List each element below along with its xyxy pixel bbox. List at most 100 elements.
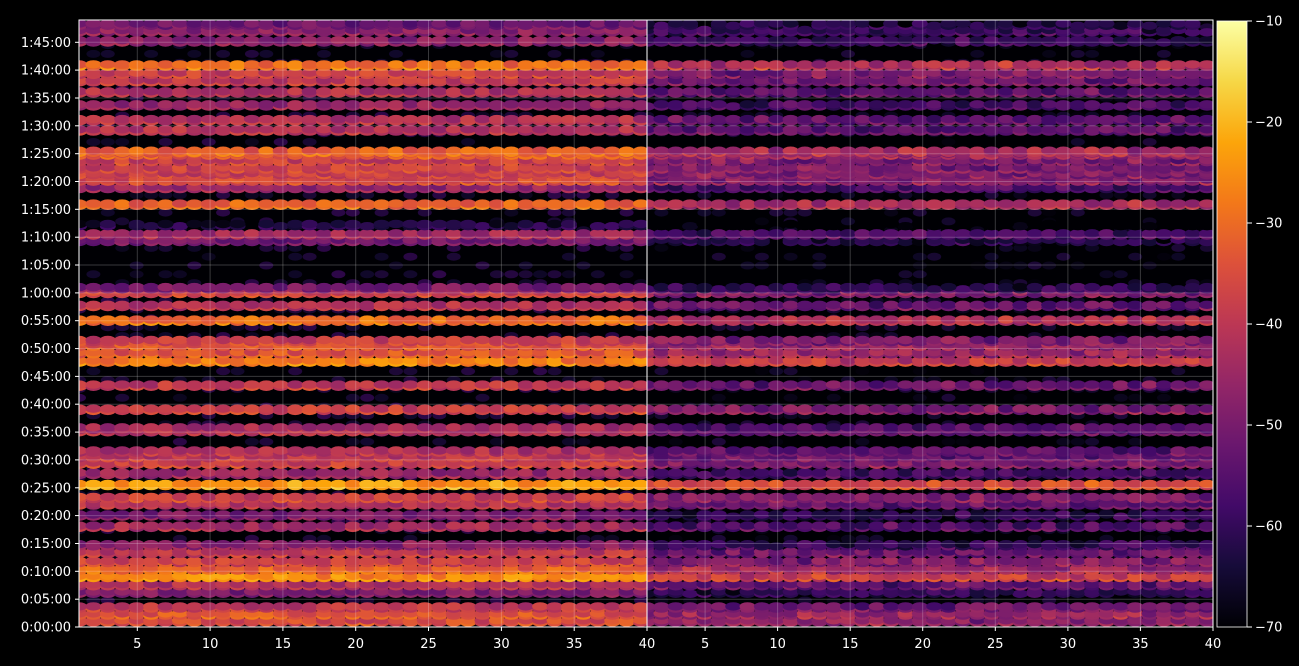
heatmap-cell [575, 356, 592, 365]
heatmap-cell [432, 437, 447, 446]
heatmap-cell [258, 219, 275, 229]
heatmap-cell [445, 579, 462, 589]
heatmap-cell [287, 300, 304, 309]
heatmap-cell [287, 602, 304, 611]
heatmap-cell [402, 20, 419, 28]
heatmap-cell [157, 315, 174, 324]
heatmap-cell [388, 36, 404, 45]
heatmap-cell [114, 300, 131, 309]
heatmap-cell [302, 252, 317, 261]
heatmap-cell [344, 315, 361, 324]
heatmap-cell [416, 199, 433, 208]
heatmap-cell [474, 199, 491, 208]
heatmap-cell [589, 315, 606, 324]
heatmap-cell [388, 229, 404, 238]
heatmap-cell [128, 114, 145, 124]
heatmap-cell [488, 579, 505, 589]
heatmap-cell [259, 243, 274, 252]
heatmap-cell [143, 356, 160, 365]
heatmap-cell [402, 479, 419, 489]
heatmap-cell [115, 217, 130, 226]
heatmap-cell [243, 100, 260, 109]
heatmap-cell [388, 87, 404, 96]
heatmap-cell [158, 138, 173, 146]
heatmap-cell [115, 138, 130, 146]
heatmap-cell [258, 423, 275, 432]
heatmap-cell [503, 404, 520, 413]
heatmap-cell [575, 446, 592, 455]
heatmap-cell [402, 282, 419, 292]
heatmap-cell [345, 437, 360, 446]
heatmap-cell [143, 114, 160, 124]
heatmap-cell [301, 602, 318, 611]
heatmap-cell [317, 49, 331, 58]
heatmap-cell [229, 404, 246, 413]
heatmap-cell [533, 367, 548, 376]
heatmap-cell [503, 114, 520, 124]
heatmap-cell [344, 114, 361, 124]
heatmap-cell [604, 100, 621, 109]
heatmap-cell [416, 556, 433, 566]
heatmap-cell [287, 20, 304, 28]
heatmap-cell [200, 100, 217, 109]
heatmap-cell [474, 510, 491, 519]
heatmap-cell [272, 356, 289, 365]
heatmap-cell [445, 219, 462, 229]
heatmap-cell [633, 404, 647, 413]
heatmap-cell [503, 20, 520, 28]
heatmap-cell [171, 404, 188, 413]
heatmap-cell [561, 252, 576, 261]
heatmap-cell [230, 367, 245, 376]
heatmap-cell [301, 404, 318, 413]
heatmap-cell [403, 367, 418, 376]
heatmap-cell [503, 356, 520, 365]
heatmap-cell [316, 36, 332, 45]
heatmap-cell [100, 49, 115, 58]
heatmap-cell [316, 87, 332, 96]
heatmap-cell [431, 87, 448, 96]
heatmap-cell [359, 125, 376, 134]
heatmap-cell [388, 492, 404, 502]
heatmap-cell [416, 36, 433, 45]
heatmap-cell [85, 36, 102, 45]
heatmap-cell [633, 468, 647, 477]
heatmap-cell [576, 437, 591, 446]
heatmap-cell [431, 315, 448, 324]
heatmap-cell [244, 49, 259, 58]
heatmap-cell [575, 380, 592, 389]
heatmap-cell [532, 282, 549, 292]
heatmap-cell [200, 87, 217, 96]
heatmap-cell [344, 540, 361, 549]
heatmap-cell [272, 335, 289, 345]
heatmap-cell [128, 492, 145, 502]
heatmap-cell [301, 492, 318, 502]
heatmap-cell [316, 60, 332, 69]
heatmap-cell [171, 468, 188, 477]
heatmap-cell [532, 579, 549, 589]
heatmap-cell [128, 556, 145, 566]
heatmap-cell [85, 20, 102, 28]
heatmap-cell [229, 100, 246, 109]
heatmap-cell [532, 510, 549, 519]
heatmap-cell [287, 282, 304, 292]
heatmap-cell [546, 87, 563, 96]
heatmap-cell [99, 282, 116, 292]
heatmap-cell [360, 393, 375, 402]
heatmap-cell [330, 540, 347, 549]
heatmap-cell [589, 446, 606, 455]
heatmap-cell [85, 404, 102, 413]
heatmap-cell [517, 540, 534, 549]
heatmap-cell [99, 602, 116, 611]
heatmap-cell [575, 468, 592, 477]
heatmap-cell [316, 315, 332, 324]
heatmap-cell [460, 602, 477, 611]
heatmap-cell [258, 510, 275, 519]
heatmap-cell [431, 300, 448, 309]
heatmap-cell [604, 36, 621, 45]
heatmap-cell [575, 404, 592, 413]
heatmap-cell [575, 315, 592, 324]
heatmap-cell [258, 540, 275, 549]
heatmap-cell [504, 367, 519, 376]
heatmap-cell [258, 579, 275, 589]
heatmap-cell [416, 100, 433, 109]
